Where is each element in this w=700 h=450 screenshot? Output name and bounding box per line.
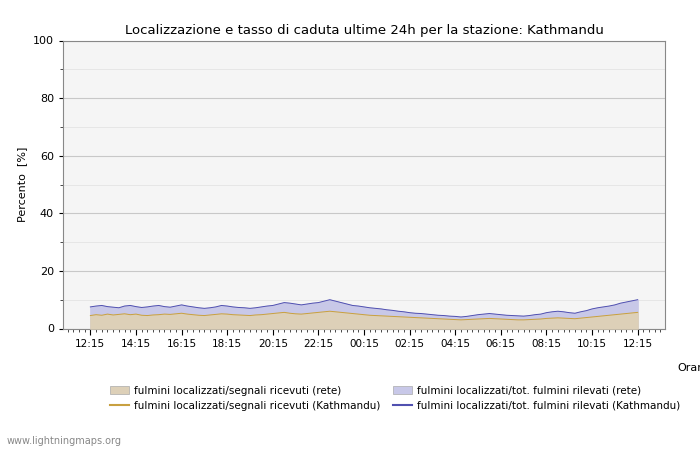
Legend: fulmini localizzati/segnali ricevuti (rete), fulmini localizzati/segnali ricevut: fulmini localizzati/segnali ricevuti (re… bbox=[111, 386, 680, 411]
Text: Orario: Orario bbox=[677, 363, 700, 373]
Text: www.lightningmaps.org: www.lightningmaps.org bbox=[7, 436, 122, 446]
Title: Localizzazione e tasso di caduta ultime 24h per la stazione: Kathmandu: Localizzazione e tasso di caduta ultime … bbox=[125, 23, 603, 36]
Y-axis label: Percento  [%]: Percento [%] bbox=[18, 147, 27, 222]
